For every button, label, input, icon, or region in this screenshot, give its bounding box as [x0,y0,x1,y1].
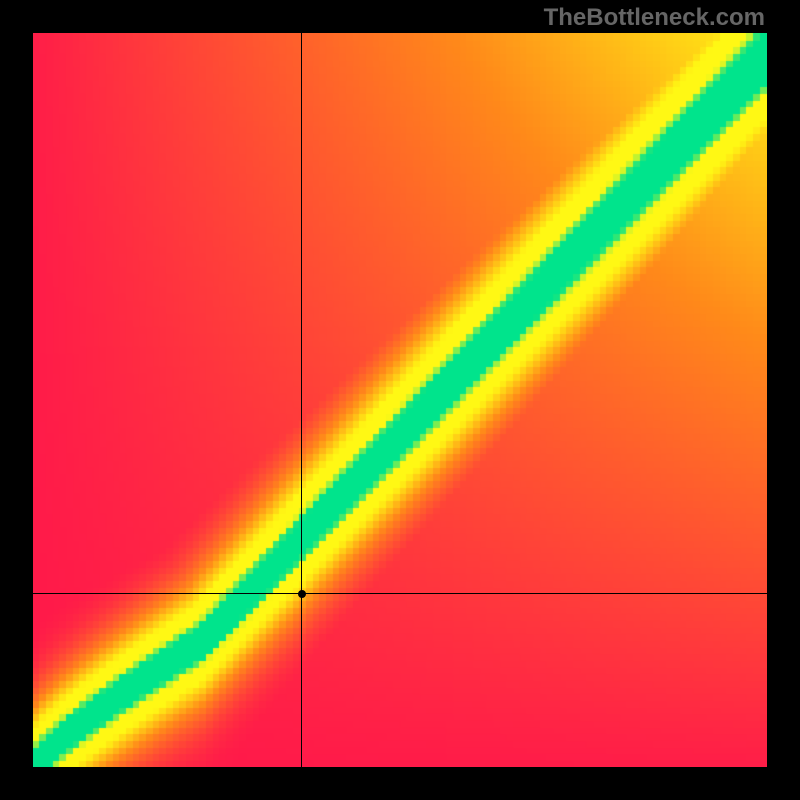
bottleneck-heatmap-chart: TheBottleneck.com [0,0,800,800]
watermark-label: TheBottleneck.com [544,4,765,32]
heatmap-canvas [33,33,767,767]
